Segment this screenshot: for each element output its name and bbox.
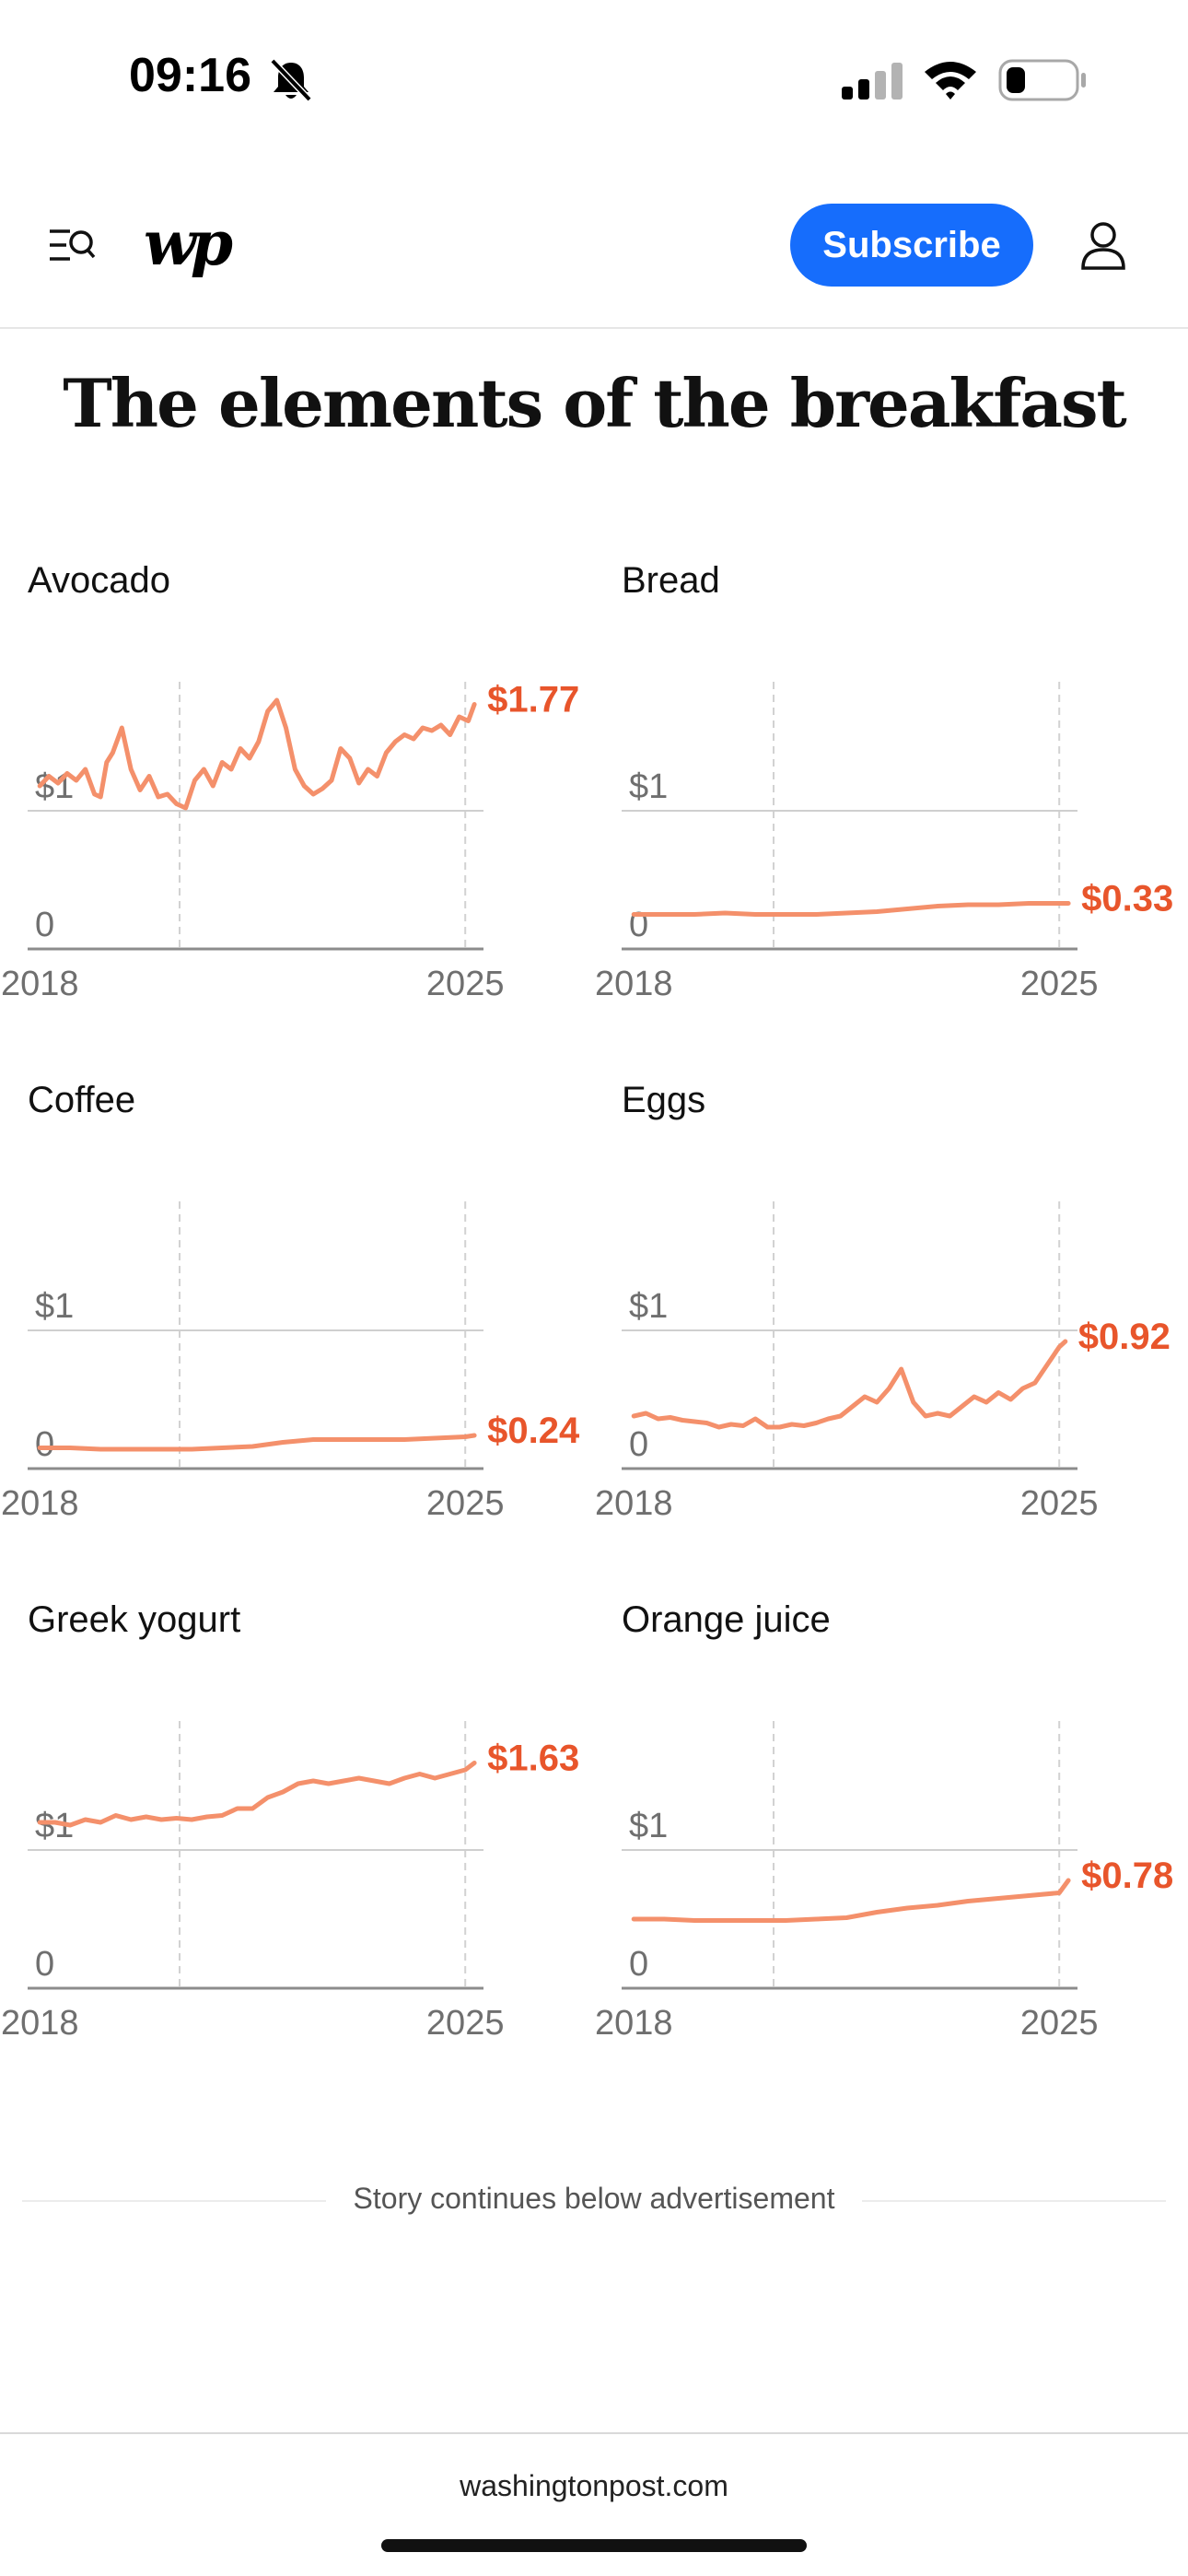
y-tick-label: 0 <box>35 906 54 944</box>
series-line <box>37 697 477 811</box>
footer-divider <box>0 2432 1188 2434</box>
end-value-label: $0.33 <box>1081 879 1173 919</box>
x-tick-label: 2025 <box>1020 2004 1099 2043</box>
chart-bread: 0 $1 2018 2025 $0.33 <box>595 682 1173 1003</box>
x-tick-label: 2018 <box>1 965 79 1003</box>
y-tick-label: 0 <box>629 1945 648 1984</box>
x-tick-label: 2025 <box>1020 1484 1099 1523</box>
chart-title-greek-yogurt: Greek yogurt <box>28 1599 241 1640</box>
chart-eggs: 0 $1 2018 2025 $0.92 <box>595 1201 1171 1523</box>
chart-title-coffee: Coffee <box>28 1080 136 1120</box>
y-tick-label: 0 <box>35 1945 54 1984</box>
x-tick-label: 2018 <box>595 1484 673 1523</box>
x-tick-label: 2025 <box>426 965 505 1003</box>
x-tick-label: 2025 <box>426 2004 505 2043</box>
status-bar: 09:16 <box>0 0 1188 161</box>
y-tick-label: 0 <box>629 906 648 944</box>
y-tick-label: $1 <box>35 1287 74 1326</box>
chart-title-eggs: Eggs <box>622 1080 706 1120</box>
chart-coffee: 0 $1 2018 2025 $0.24 <box>1 1201 580 1523</box>
ad-divider-line-left <box>22 2200 326 2202</box>
page-title: The elements of the breakfast <box>63 364 1127 442</box>
y-tick-label: 0 <box>35 1425 54 1464</box>
end-value-label: $1.77 <box>487 680 579 720</box>
series-line <box>631 1878 1071 1923</box>
series-line <box>37 1433 477 1452</box>
ad-divider-line-right <box>862 2200 1166 2202</box>
home-indicator[interactable] <box>381 2539 807 2552</box>
x-tick-label: 2018 <box>1 1484 79 1523</box>
ad-divider: Story continues below advertisement <box>22 2174 1166 2226</box>
menu-search-icon[interactable] <box>48 224 96 266</box>
x-tick-label: 2025 <box>426 1484 505 1523</box>
site-header: wp Subscribe <box>0 161 1188 329</box>
subscribe-button[interactable]: Subscribe <box>790 204 1033 287</box>
y-tick-label: $1 <box>629 1287 668 1326</box>
series-line <box>631 901 1071 917</box>
battery-icon <box>998 59 1086 101</box>
chart-title-orange-juice: Orange juice <box>622 1599 831 1640</box>
y-tick-label: 0 <box>629 1425 648 1464</box>
chart-title-bread: Bread <box>622 560 720 601</box>
footer-url[interactable]: washingtonpost.com <box>460 2469 728 2502</box>
x-tick-label: 2018 <box>595 2004 673 2043</box>
ad-divider-text: Story continues below advertisement <box>353 2182 835 2215</box>
end-value-label: $1.63 <box>487 1739 579 1779</box>
x-tick-label: 2025 <box>1020 965 1099 1003</box>
series-line <box>37 1761 477 1828</box>
end-value-label: $0.92 <box>1078 1317 1171 1357</box>
x-tick-label: 2018 <box>595 965 673 1003</box>
end-value-label: $0.24 <box>487 1411 580 1451</box>
series-line <box>631 1339 1068 1430</box>
y-tick-label: $1 <box>629 767 668 806</box>
y-tick-label: $1 <box>629 1807 668 1845</box>
user-icon[interactable] <box>1079 220 1127 270</box>
signal-icon <box>842 63 903 100</box>
site-logo[interactable]: wp <box>144 207 233 279</box>
end-value-label: $0.78 <box>1081 1856 1173 1896</box>
chart-orange-juice: 0 $1 2018 2025 $0.78 <box>595 1721 1173 2043</box>
x-tick-label: 2018 <box>1 2004 79 2043</box>
bell-slash-icon <box>270 58 312 102</box>
status-time: 09:16 <box>129 49 251 102</box>
wifi-icon <box>925 62 976 100</box>
chart-title-avocado: Avocado <box>28 560 170 601</box>
